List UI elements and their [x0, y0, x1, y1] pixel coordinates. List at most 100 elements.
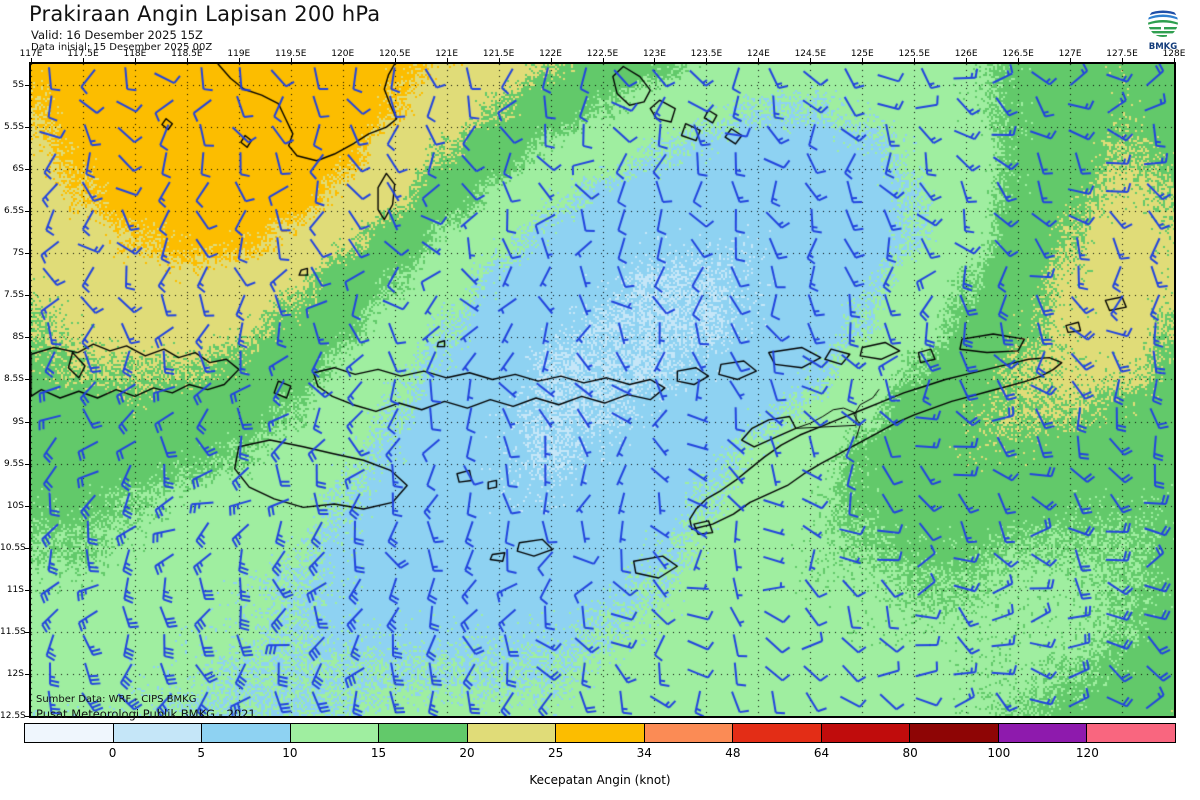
map-plot-area[interactable]	[29, 62, 1176, 718]
x-axis-tick	[82, 58, 84, 62]
x-axis-tick-label: 127E	[1058, 49, 1082, 59]
y-axis-tick	[25, 547, 29, 549]
x-axis-tick	[31, 58, 32, 62]
colorbar-tick-label: 34	[636, 746, 652, 760]
x-axis-tick-label: 127.5E	[1106, 49, 1138, 59]
x-axis-tick-label: 125E	[850, 49, 874, 59]
x-axis-tick-label: 117.5E	[67, 49, 99, 59]
colorbar-segment	[644, 724, 734, 742]
map-canvas-layer	[31, 64, 1174, 716]
x-axis-tick	[290, 58, 292, 62]
colorbar-segment	[25, 724, 114, 742]
colorbar-segment	[290, 724, 380, 742]
x-axis-tick-label: 122E	[539, 49, 562, 59]
colorbar-segment	[202, 724, 291, 742]
x-axis-tick-label: 119.5E	[275, 49, 307, 59]
y-axis-tick-label: 9.5S	[3, 458, 24, 469]
y-axis-tick-label: 12S	[6, 668, 24, 679]
x-axis-tick-label: 120E	[331, 49, 355, 59]
x-axis-tick	[654, 58, 656, 62]
x-axis-tick-label: 126E	[954, 49, 978, 59]
initial-time-label: Data inisial: 15 Desember 2025 00Z	[31, 42, 213, 53]
valid-time-label: Valid: 16 Desember 2025 15Z	[31, 28, 203, 42]
wind-barb-canvas	[31, 64, 1174, 716]
colorbar-tick-label: 10	[282, 746, 298, 760]
y-axis-tick	[25, 421, 29, 423]
x-axis-tick	[238, 58, 240, 62]
y-axis-tick-label: 11.5S	[0, 626, 26, 637]
y-axis-tick-label: 7S	[12, 248, 24, 259]
x-axis-tick	[758, 58, 760, 62]
x-axis-tick-label: 128E	[1162, 49, 1186, 59]
x-axis-tick	[446, 58, 448, 62]
x-axis-tick-label: 126.5E	[1002, 49, 1034, 59]
colorbar-segment	[113, 724, 203, 742]
data-source-label: Sumber Data: WRF - CIPS BMKG	[36, 694, 197, 705]
organization-label: Pusat Meteorologi Publik BMKG - 2021	[36, 707, 256, 721]
y-axis-tick	[25, 379, 29, 381]
x-axis-tick	[1070, 58, 1072, 62]
y-axis-tick	[25, 211, 29, 213]
x-axis-tick	[394, 58, 396, 62]
x-axis-tick-label: 124E	[746, 49, 770, 59]
colorbar-tick-label: 15	[370, 746, 387, 760]
bmkg-logo: BMKG	[1143, 4, 1183, 56]
y-axis-tick-label: 6.5S	[3, 206, 24, 217]
colorbar-title: Kecepatan Angin (knot)	[529, 773, 671, 787]
colorbar	[24, 723, 1176, 743]
y-axis-tick	[25, 631, 29, 633]
colorbar-tick-label: 48	[725, 746, 741, 760]
x-axis-tick-label: 118E	[123, 49, 147, 59]
y-axis-tick-label: 9S	[12, 416, 24, 427]
x-axis-tick	[134, 58, 136, 62]
y-axis-tick	[25, 589, 29, 591]
x-axis-tick-label: 121.5E	[482, 49, 515, 59]
y-axis-tick-label: 8.5S	[3, 374, 24, 385]
x-axis-tick-label: 120.5E	[378, 49, 411, 59]
colorbar-segment	[379, 724, 468, 742]
y-axis-tick-label: 11S	[6, 584, 24, 595]
x-axis-tick-label: 118.5E	[171, 49, 203, 59]
y-axis-tick-label: 5S	[12, 80, 24, 91]
x-axis-tick	[602, 58, 604, 62]
colorbar-tick-label: 64	[813, 746, 830, 760]
y-axis-tick	[25, 253, 29, 255]
colorbar-tick-label: 80	[902, 746, 918, 760]
x-axis-tick	[810, 58, 812, 62]
x-axis-tick-label: 125.5E	[898, 49, 930, 59]
x-axis-tick	[1174, 58, 1175, 62]
y-axis-tick	[25, 505, 29, 507]
x-axis-tick	[1122, 58, 1124, 62]
y-axis-tick	[25, 463, 29, 465]
y-axis-tick-label: 6S	[12, 164, 24, 175]
x-axis-tick	[706, 58, 708, 62]
x-axis-tick	[1018, 58, 1020, 62]
x-axis-tick-label: 124.5E	[794, 49, 827, 59]
x-axis-tick-label: 123.5E	[690, 49, 723, 59]
x-axis-tick	[862, 58, 864, 62]
colorbar-segment	[556, 724, 645, 742]
y-axis-tick	[25, 295, 29, 297]
y-axis-tick-label: 7.5S	[3, 290, 24, 301]
y-axis-tick-label: 10S	[6, 500, 24, 511]
x-axis-tick	[498, 58, 500, 62]
y-axis-tick-label: 8S	[12, 332, 24, 343]
x-axis-tick	[342, 58, 344, 62]
y-axis-tick	[25, 127, 29, 129]
colorbar-segment	[821, 724, 911, 742]
y-axis-tick	[25, 169, 29, 171]
x-axis-tick	[550, 58, 552, 62]
bmkg-logo-icon	[1148, 7, 1178, 37]
bmkg-logo-label: BMKG	[1148, 42, 1178, 52]
colorbar-segment	[733, 724, 822, 742]
y-axis-tick-label: 12.5S	[0, 711, 26, 721]
colorbar-tick-label: 20	[459, 746, 475, 760]
x-axis-tick-label: 119E	[227, 49, 251, 59]
x-axis-tick	[186, 58, 188, 62]
page-title: Prakiraan Angin Lapisan 200 hPa	[29, 2, 381, 26]
x-axis-tick	[914, 58, 916, 62]
y-axis-tick-label: 10.5S	[0, 542, 26, 553]
x-axis-tick-label: 122.5E	[586, 49, 619, 59]
y-axis-tick	[25, 85, 29, 87]
